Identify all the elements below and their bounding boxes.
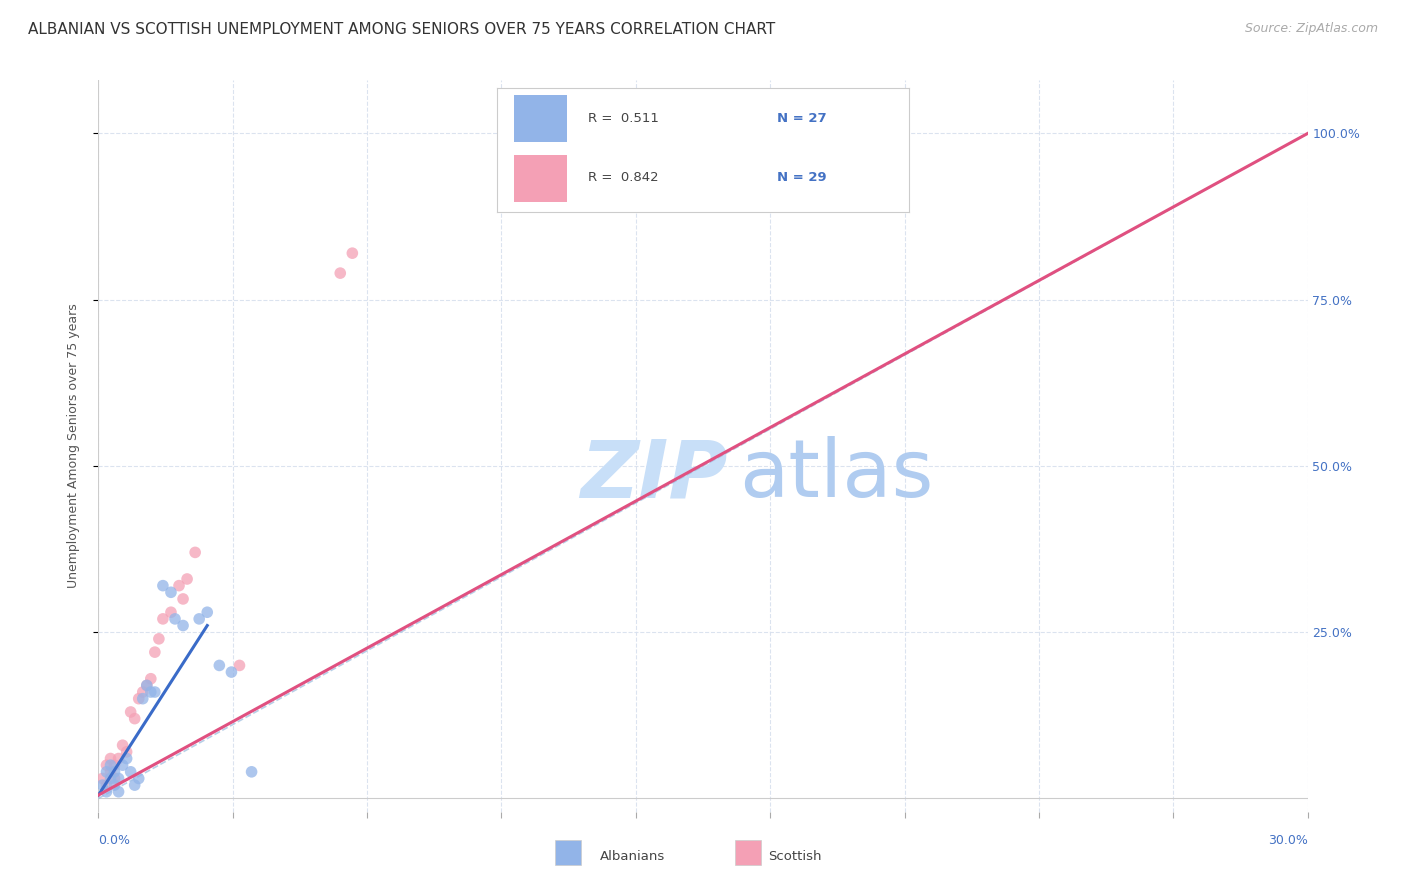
Point <box>124 778 146 792</box>
Point <box>91 772 114 786</box>
Point <box>612 146 634 161</box>
Point <box>148 632 170 646</box>
Point <box>120 705 142 719</box>
Point <box>195 605 218 619</box>
Text: atlas: atlas <box>740 436 934 515</box>
Point <box>221 665 243 679</box>
Point <box>115 751 138 765</box>
Text: ALBANIAN VS SCOTTISH UNEMPLOYMENT AMONG SENIORS OVER 75 YEARS CORRELATION CHART: ALBANIAN VS SCOTTISH UNEMPLOYMENT AMONG … <box>28 22 775 37</box>
Text: 0.0%: 0.0% <box>98 834 131 847</box>
Point <box>100 758 122 772</box>
Point <box>96 778 118 792</box>
Point <box>152 579 174 593</box>
Point <box>107 751 129 765</box>
Point <box>342 246 364 260</box>
Point <box>111 758 134 772</box>
Point <box>103 778 125 792</box>
Point <box>128 691 150 706</box>
Point <box>160 585 183 599</box>
Point <box>132 691 155 706</box>
Point <box>139 672 162 686</box>
Point <box>135 678 157 692</box>
Point <box>208 658 231 673</box>
Point <box>184 545 207 559</box>
Point <box>111 738 134 752</box>
Point <box>115 745 138 759</box>
Point <box>107 772 129 786</box>
Point <box>167 579 190 593</box>
Point <box>103 772 125 786</box>
Point <box>91 778 114 792</box>
Point <box>100 772 122 786</box>
Text: 30.0%: 30.0% <box>1268 834 1308 847</box>
Point <box>100 764 122 779</box>
Text: Source: ZipAtlas.com: Source: ZipAtlas.com <box>1244 22 1378 36</box>
Point <box>132 685 155 699</box>
Y-axis label: Unemployment Among Seniors over 75 years: Unemployment Among Seniors over 75 years <box>67 303 80 589</box>
Point <box>107 785 129 799</box>
Point <box>103 764 125 779</box>
Point <box>96 758 118 772</box>
Point <box>329 266 352 280</box>
Point <box>124 712 146 726</box>
Point <box>160 605 183 619</box>
Point <box>139 685 162 699</box>
Point <box>176 572 198 586</box>
Point <box>128 772 150 786</box>
Point <box>143 645 166 659</box>
Point <box>96 764 118 779</box>
Text: Scottish: Scottish <box>768 850 821 863</box>
Point <box>103 758 125 772</box>
Point <box>172 591 194 606</box>
Text: Albanians: Albanians <box>600 850 665 863</box>
Point <box>172 618 194 632</box>
Point <box>228 658 250 673</box>
Point <box>163 612 186 626</box>
Point <box>152 612 174 626</box>
Point <box>651 127 673 141</box>
Point <box>120 764 142 779</box>
Text: ZIP: ZIP <box>579 436 727 515</box>
Point <box>240 764 263 779</box>
Point <box>135 678 157 692</box>
Point <box>143 685 166 699</box>
Point <box>100 751 122 765</box>
Point <box>96 785 118 799</box>
Point <box>188 612 211 626</box>
